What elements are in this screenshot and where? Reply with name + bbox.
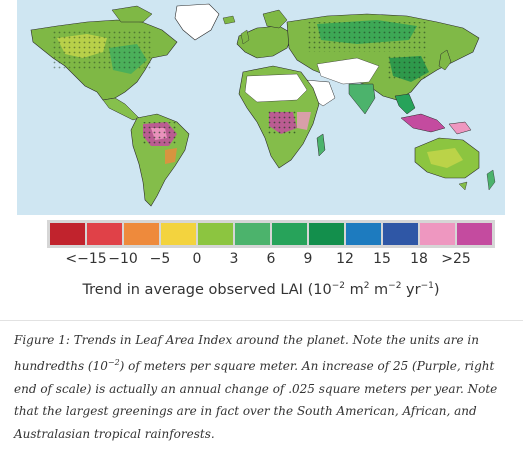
color-scale-bar xyxy=(47,220,495,248)
legend-tick-label: 3 xyxy=(229,251,239,267)
legend-tick-label: >25 xyxy=(441,251,471,267)
legend-swatch xyxy=(235,223,270,245)
scandinavia xyxy=(262,9,288,29)
japan xyxy=(438,49,452,71)
east-africa-greening xyxy=(297,112,311,130)
color-scale-ticks: <−15 −10 −5 0 3 6 9 12 15 18 >25 xyxy=(17,251,505,273)
legend-swatch xyxy=(309,223,344,245)
legend-title: Trend in average observed LAI (10−2 m2 m… xyxy=(17,281,505,298)
legend-title-suffix: ) xyxy=(433,282,440,298)
legend-swatch xyxy=(457,223,492,245)
world-map-svg xyxy=(17,0,505,215)
siberia-significance-stipple xyxy=(307,22,427,52)
sahara-no-data xyxy=(244,73,308,103)
legend-title-mid3: yr xyxy=(401,282,421,298)
southeast-asia-landmass xyxy=(394,93,416,115)
legend-swatch xyxy=(272,223,307,245)
legend-swatch xyxy=(346,223,381,245)
madagascar xyxy=(316,133,326,157)
legend-swatch xyxy=(124,223,159,245)
legend-tick-label: 15 xyxy=(373,251,391,267)
central-asia-no-data xyxy=(316,57,380,85)
figure-caption-exp: −2 xyxy=(107,357,120,367)
legend-title-exp3: −2 xyxy=(388,281,402,291)
new-zealand xyxy=(486,169,496,191)
uk xyxy=(240,29,250,45)
india-landmass xyxy=(348,83,376,115)
congo-significance-stipple xyxy=(267,110,297,134)
legend-swatch xyxy=(161,223,196,245)
legend-tick-label: 6 xyxy=(266,251,276,267)
arctic-islands xyxy=(111,5,153,23)
legend-title-prefix: Trend in average observed LAI (10 xyxy=(82,282,332,298)
legend-swatch xyxy=(87,223,122,245)
legend-tick-label: 9 xyxy=(303,251,313,267)
legend-title-mid1: m xyxy=(344,282,364,298)
legend-tick-label: −5 xyxy=(149,251,171,267)
legend-panel: <−15 −10 −5 0 3 6 9 12 15 18 >25 Trend in average … xyxy=(17,215,505,318)
figure-caption-part2: ) of meters per square meter. An increas… xyxy=(14,358,498,442)
legend-swatch xyxy=(383,223,418,245)
legend-swatch xyxy=(198,223,233,245)
legend-title-mid2: m xyxy=(369,282,389,298)
china-significance-stipple xyxy=(387,56,427,80)
legend-tick-label: 0 xyxy=(192,251,202,267)
europe-landmass xyxy=(236,25,294,59)
north-america-significance-stipple xyxy=(53,30,153,70)
figure-caption: Figure 1: Trends in Leaf Area Index arou… xyxy=(14,329,514,446)
australia-interior xyxy=(427,148,463,168)
tasmania xyxy=(458,181,468,191)
new-guinea xyxy=(448,121,472,135)
caption-divider xyxy=(0,320,523,321)
figure-caption-part1: Figure 1: Trends in Leaf Area Index arou… xyxy=(14,333,479,373)
world-lai-trend-map xyxy=(17,0,505,215)
legend-tick-label: 12 xyxy=(336,251,354,267)
iceland xyxy=(222,15,236,25)
legend-swatch xyxy=(50,223,85,245)
legend-swatch xyxy=(420,223,455,245)
legend-tick-label: <−15 xyxy=(65,251,107,267)
south-america-browning xyxy=(165,148,177,164)
maritime-continent-greening xyxy=(400,113,446,133)
legend-tick-label: 18 xyxy=(410,251,428,267)
legend-title-exp4: −1 xyxy=(420,281,434,291)
greenland xyxy=(174,3,220,41)
legend-title-exp1: −2 xyxy=(331,281,345,291)
legend-tick-label: −10 xyxy=(108,251,138,267)
amazon-significance-stipple xyxy=(141,122,177,146)
legend-title-exp2: 2 xyxy=(363,281,370,291)
